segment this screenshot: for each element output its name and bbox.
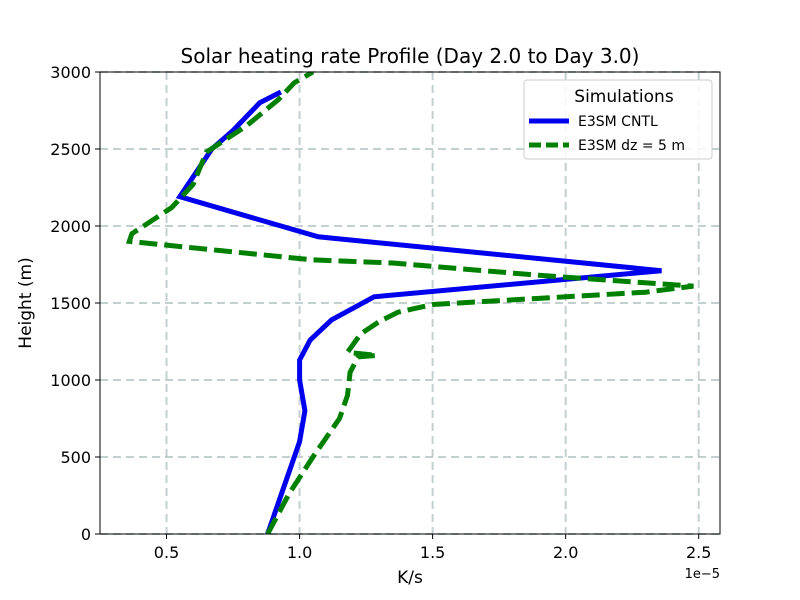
y-tick-label: 0 [81,525,91,544]
y-tick-label: 1500 [50,294,91,313]
x-tick-label: 2.0 [553,543,578,562]
y-tick-label: 2000 [50,217,91,236]
legend-title: Simulations [574,87,674,107]
legend-box [523,79,713,160]
x-axis-label: K/s [397,568,423,588]
grid [100,71,720,535]
y-axis: 0 500 1000 1500 2000 2500 3000 [50,63,100,544]
y-tick-label: 500 [60,448,91,467]
legend-label-2: E3SM dz = 5 m [578,138,685,154]
x-tick-label: 2.5 [686,543,711,562]
chart-title: Solar heating rate Profile (Day 2.0 to D… [181,44,640,68]
series-layer [125,72,694,534]
x-tick-label: 1.0 [287,543,312,562]
y-tick-label: 1000 [50,371,91,390]
x-offset-label: 1e−5 [685,567,720,582]
y-tick-label: 2500 [50,140,91,159]
x-axis: 0.5 1.0 1.5 2.0 2.5 [154,534,711,562]
legend: Simulations E3SM CNTL E3SM dz = 5 m [523,79,713,160]
legend-entries: E3SM CNTL E3SM dz = 5 m [529,114,685,154]
x-tick-label: 0.5 [154,543,179,562]
x-tick-label: 1.5 [420,543,445,562]
y-axis-label: Height (m) [16,257,36,348]
y-tick-label: 3000 [50,63,91,82]
series-line-2 [125,72,694,534]
legend-label-1: E3SM CNTL [578,114,658,130]
